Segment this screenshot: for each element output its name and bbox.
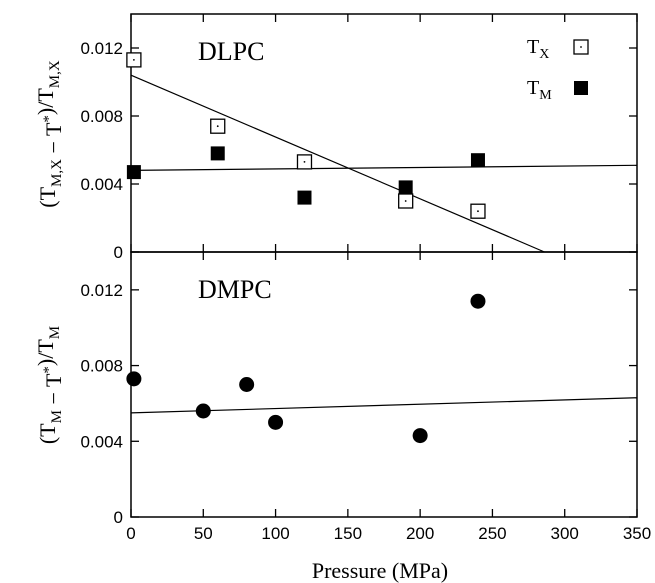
y-tick-label: 0.008 [80,357,123,376]
y-tick-label: 0.012 [80,281,123,300]
dmpc-point [412,428,428,444]
tm-point [470,153,485,168]
tm-point [297,190,312,205]
dmpc-point [239,377,255,392]
dmpc-y-axis-label: (TM − T*)/TM [33,326,66,444]
dmpc-point [195,403,211,419]
x-tick-label: 200 [406,524,434,543]
y-tick-label: 0 [114,508,123,527]
dlpc-y-axis-label: (TM,X − T*)/TM,X [33,60,66,208]
legend-tx-marker-center [580,46,582,48]
y-tick-label: 0.012 [80,39,123,58]
y-tick-label: 0.004 [80,175,123,194]
tx-point-center [132,59,135,61]
y-tick-label: 0 [114,243,123,262]
tm-point [126,165,141,180]
y-tick-label: 0.004 [80,432,123,451]
x-tick-label: 250 [478,524,506,543]
y-tick-label: 0.008 [80,107,123,126]
x-tick-label: 150 [334,524,362,543]
tm-point [210,146,225,161]
x-tick-label: 300 [551,524,579,543]
dlpc-panel-title: DLPC [198,37,264,66]
tx-point-center [404,200,407,202]
dlpc-panel: 0 0.004 0.008 0.012 [80,13,638,262]
fit-line [130,164,638,171]
legend: TX TM [527,36,589,103]
x-tick-label: 100 [261,524,289,543]
legend-tm-marker [574,81,588,95]
x-tick-label: 50 [194,524,213,543]
dmpc-panel-title: DMPC [198,275,272,304]
tm-point [398,180,413,195]
x-axis-label: Pressure (MPa) [312,558,448,583]
fit-line [130,397,638,414]
legend-tx-label: TX [527,36,549,62]
fit-line [130,74,545,253]
dmpc-point [470,293,486,309]
x-tick-label: 0 [126,524,135,543]
x-tick-label: 350 [623,524,651,543]
legend-tm-label: TM [527,77,552,103]
dmpc-point [126,371,142,387]
dmpc-panel: 0 0.004 0.008 0.012 0 50 100 150 200 250 300 350 [80,251,651,543]
tx-point-center [216,125,219,128]
tx-point-center [303,161,306,163]
dmpc-point [268,414,284,430]
tx-point-center [477,210,479,213]
